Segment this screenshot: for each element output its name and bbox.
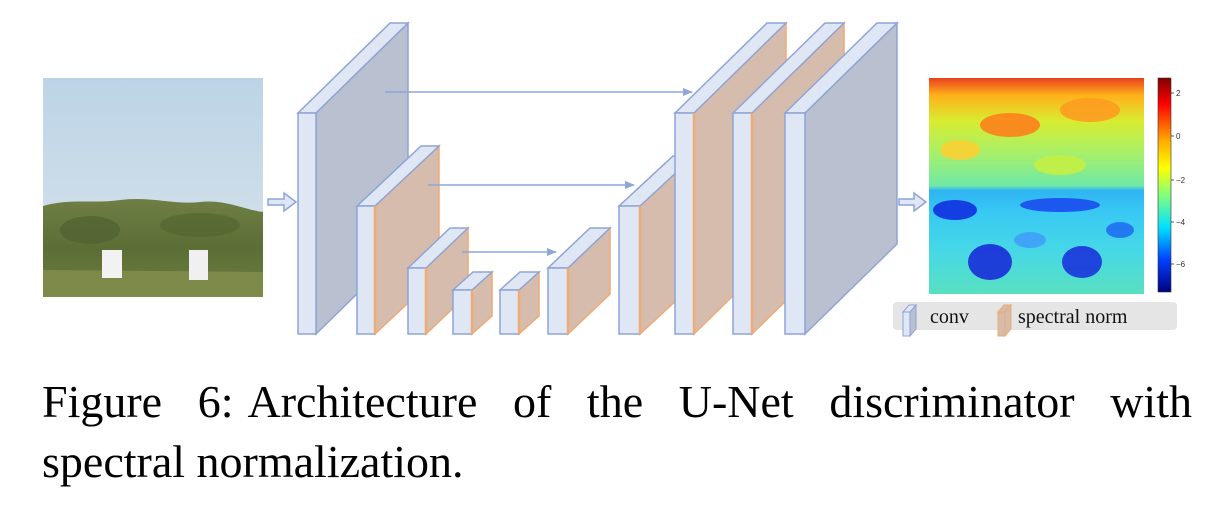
spectral-norm-block-6 [546, 226, 612, 336]
spectral-norm-block-4 [451, 270, 494, 336]
spectral-norm-block-3 [406, 226, 470, 336]
colorbar-tick-label: −6 [1176, 260, 1186, 269]
legend-conv-swatch [901, 303, 918, 338]
legend-spectral-norm-label: spectral norm [1018, 306, 1128, 328]
legend: conv spectral norm [893, 302, 1177, 338]
colorbar-tick-label: 0 [1176, 132, 1181, 141]
legend-background [893, 302, 1177, 330]
skip-connections [385, 88, 693, 256]
input-arrow [267, 191, 298, 213]
input-photo [43, 78, 263, 297]
legend-conv-label: conv [930, 306, 969, 328]
white-box-left [102, 250, 122, 278]
network-blocks [296, 21, 899, 336]
colorbar-tick-label: 2 [1176, 89, 1181, 98]
colorbar-tick-label: −4 [1176, 218, 1186, 227]
spectral-norm-block-5 [498, 270, 541, 336]
conv-block-10 [783, 21, 899, 336]
output-arrow [898, 191, 928, 213]
legend-spectral-norm-swatch [996, 303, 1013, 338]
caption-text: Architecture of the U-Net discriminator … [42, 376, 1192, 487]
colorbar-tick-label: −2 [1176, 176, 1186, 185]
output-heatmap [929, 78, 1144, 294]
colorbar: 2 0 −2 −4 −6 [1157, 77, 1186, 293]
figure-caption: Figure 6: Architecture of the U-Net discr… [42, 372, 1192, 492]
figure-label: Figure 6: [42, 376, 234, 427]
white-box-right [189, 250, 208, 280]
